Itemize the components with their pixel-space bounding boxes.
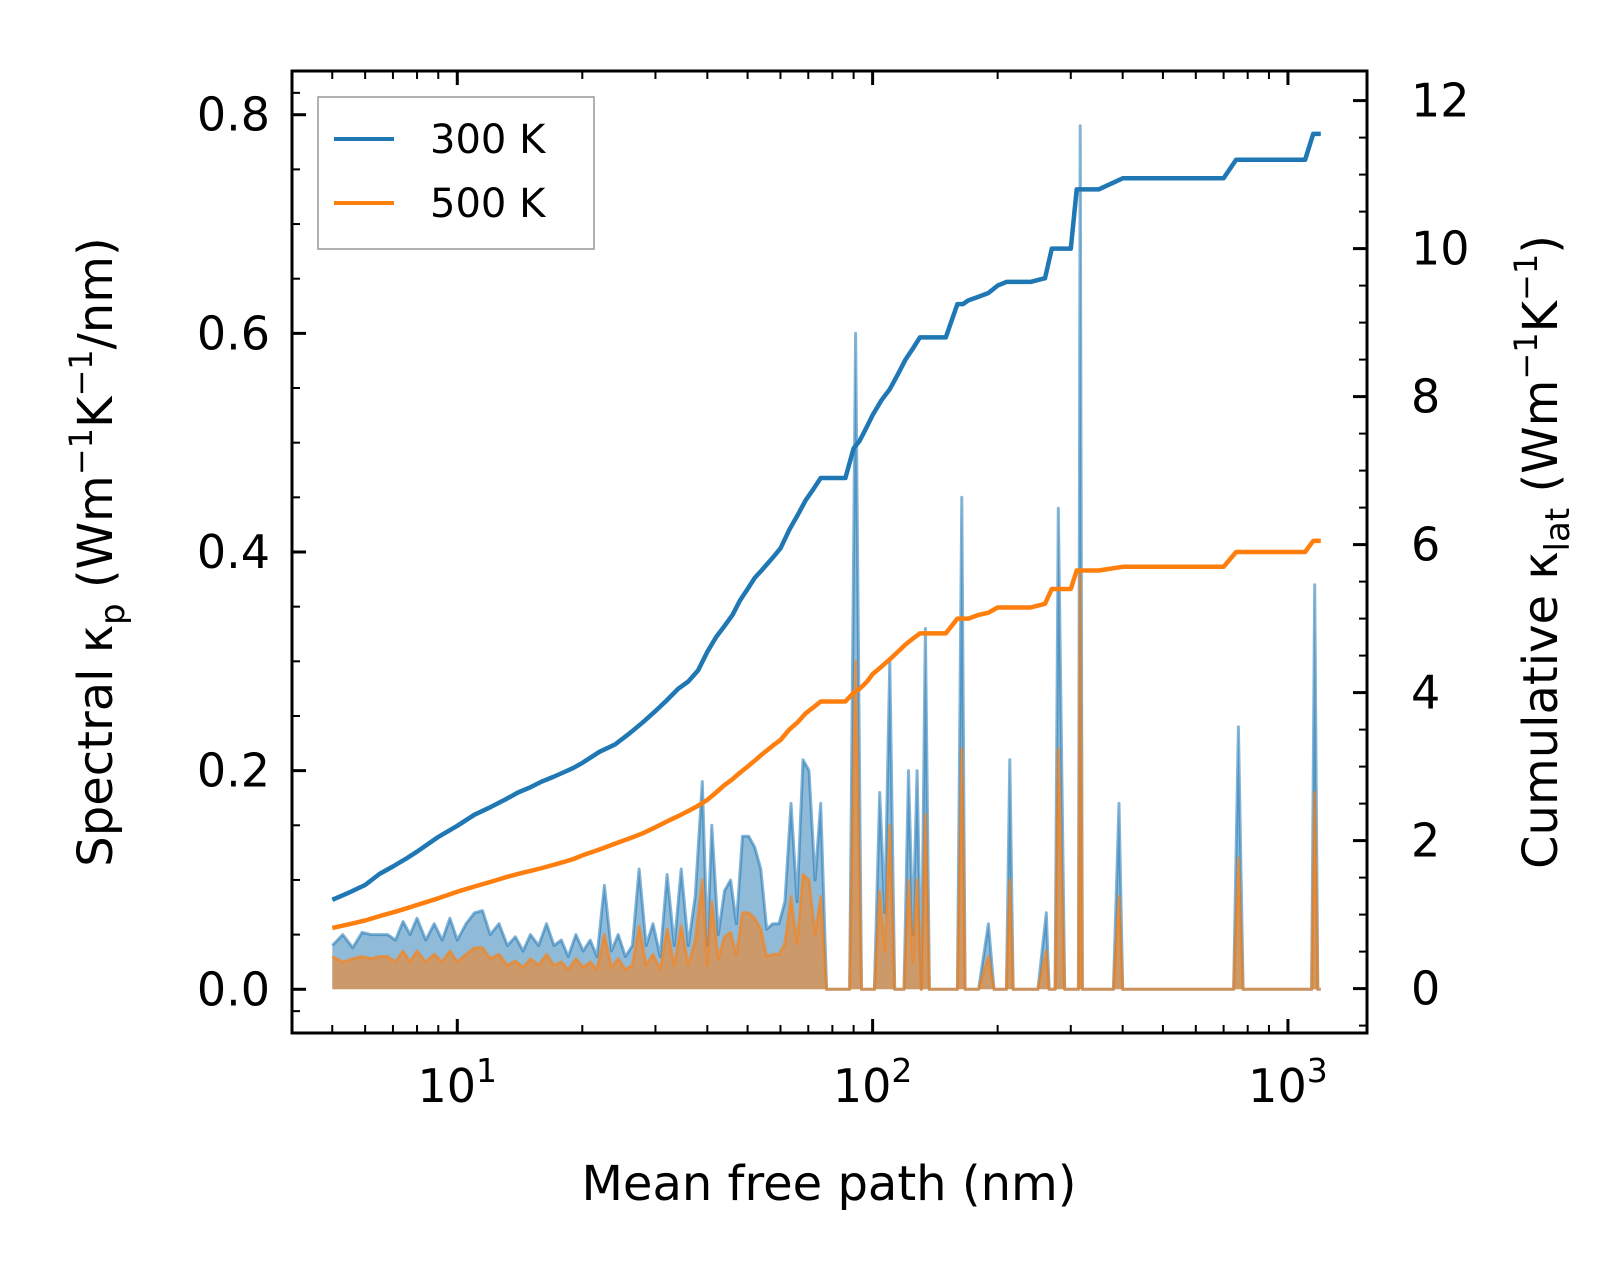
cumulative-line-500k [331, 538, 1321, 931]
y-left-tick-label: 0.8 [197, 88, 270, 142]
y-right-tick-label: 12 [1411, 74, 1470, 128]
y-left-axis-title: Spectral κp (Wm−1K−1/nm) [62, 237, 133, 866]
spectral-line-500k [331, 572, 1321, 991]
y-left-tick-label: 0.0 [197, 962, 270, 1016]
y-left-axis-ticks: 0.0 0.2 0.4 0.6 0.8 [197, 88, 306, 1016]
cumulative-layer [331, 131, 1321, 931]
x-tick-label: 103 [1248, 1051, 1328, 1113]
y-right-tick-label: 6 [1411, 518, 1440, 572]
y-right-axis-title: Cumulative κlat (Wm−1K−1) [1507, 235, 1578, 869]
y-left-tick-label: 0.2 [197, 744, 270, 798]
y-right-tick-label: 4 [1411, 666, 1440, 720]
legend: 300 K 500 K [317, 96, 595, 250]
legend-label-300k: 300 K [430, 117, 547, 163]
y-right-tick-label: 10 [1411, 222, 1470, 276]
y-left-tick-label: 0.4 [197, 525, 270, 579]
spectral-layer [331, 124, 1321, 991]
x-axis-ticks: 101 102 103 [291, 71, 1328, 1113]
cumulative-line-300k [331, 131, 1321, 902]
x-axis-title: Mean free path (nm) [582, 1156, 1077, 1212]
y-right-tick-label: 8 [1411, 370, 1440, 424]
plot-area [331, 124, 1321, 991]
y-right-tick-label: 2 [1411, 814, 1440, 868]
legend-label-500k: 500 K [430, 181, 547, 227]
y-left-tick-label: 0.6 [197, 306, 270, 360]
x-tick-label: 102 [833, 1051, 913, 1113]
x-tick-label: 101 [418, 1051, 498, 1113]
y-right-tick-label: 0 [1411, 962, 1440, 1016]
legend-frame [317, 96, 595, 250]
y-right-axis-ticks: 0 2 4 6 8 10 12 [1353, 74, 1470, 1027]
